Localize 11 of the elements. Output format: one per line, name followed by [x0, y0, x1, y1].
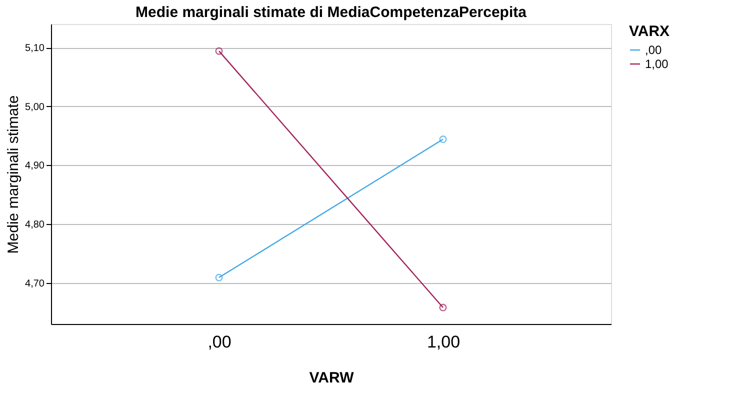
y-tick-label: 4,90	[25, 160, 45, 172]
legend-label: ,00	[645, 43, 662, 57]
legend-title: VARX	[629, 23, 670, 40]
y-tick-label: 5,00	[25, 102, 45, 113]
y-tick-label: 4,70	[25, 278, 45, 290]
y-tick-label: 4,80	[25, 220, 45, 230]
legend-label: 1,00	[645, 57, 669, 71]
chart-title: Medie marginali stimate di MediaCompetenzaPercepita	[136, 4, 528, 21]
x-axis-title: VARW	[309, 370, 355, 386]
y-tick-label: 5,10	[25, 43, 45, 54]
y-axis-title: Medie marginali stimate	[5, 95, 22, 254]
